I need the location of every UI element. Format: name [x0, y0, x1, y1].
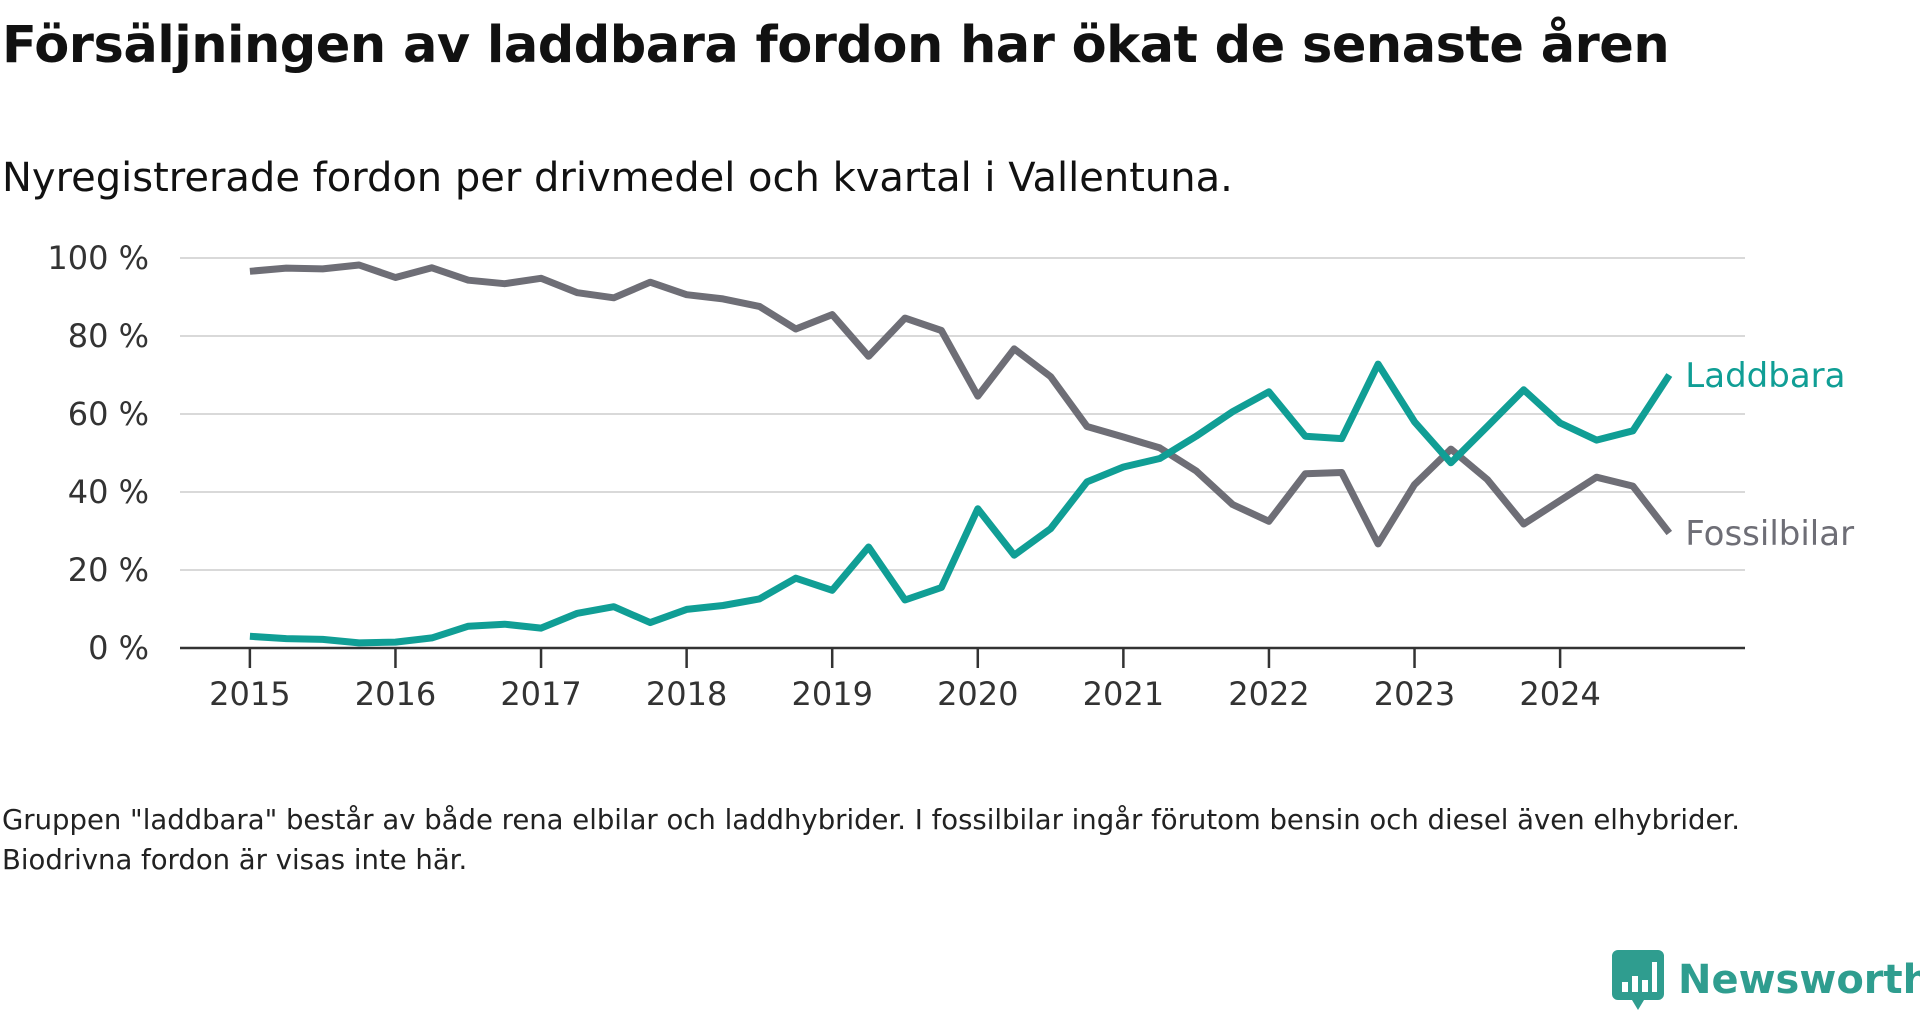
x-tick-label-2018: 2018 [646, 675, 727, 713]
footnote: Gruppen "laddbara" består av både rena e… [2, 804, 1740, 876]
x-tick-label-2024: 2024 [1519, 675, 1600, 713]
series-lines [249, 261, 1673, 647]
y-tick-label-20: 20 % [68, 551, 149, 589]
x-tick-label-2017: 2017 [500, 675, 581, 713]
y-tick-label-60: 60 % [68, 395, 149, 433]
y-tick-label-40: 40 % [68, 473, 149, 511]
x-tick-label-2023: 2023 [1374, 675, 1455, 713]
series-line-fossilbilar [249, 261, 1673, 548]
newsworthy-logo: Newsworthy [1612, 950, 1920, 1010]
series-label-laddbara: Laddbara [1685, 356, 1845, 396]
x-tick-label-2022: 2022 [1228, 675, 1309, 713]
series-line-laddbara [249, 360, 1673, 647]
bar-chart-icon [1612, 950, 1664, 1010]
x-tick-label-2020: 2020 [937, 675, 1018, 713]
chart-subtitle: Nyregistrerade fordon per drivmedel och … [2, 155, 1233, 201]
x-tick-label-2021: 2021 [1083, 675, 1164, 713]
brand-name: Newsworthy [1678, 957, 1920, 1003]
x-tick-label-2019: 2019 [791, 675, 872, 713]
line-chart: 0 %20 %40 %60 %80 %100 % 2015 2016 2017 201… [47, 239, 1854, 713]
series-label-fossilbilar: Fossilbilar [1685, 514, 1854, 554]
y-tick-label-100: 100 % [47, 239, 149, 277]
series-end-labels: Fossilbilar Laddbara [1685, 356, 1854, 554]
gridlines [180, 257, 1745, 571]
x-tick-label-2016: 2016 [355, 675, 436, 713]
x-tick-label-2015: 2015 [209, 675, 290, 713]
y-tick-label-80: 80 % [68, 317, 149, 355]
y-tick-label-0: 0 % [88, 629, 149, 667]
x-axis: 2015 2016 2017 2018 2019 2020 2021 2022 2023 2024 [180, 646, 1745, 713]
y-axis-tick-labels: 0 % 20 % 40 % 60 % 80 % 100 % [47, 239, 149, 667]
chart-title: Försäljningen av laddbara fordon har öka… [2, 16, 1670, 75]
